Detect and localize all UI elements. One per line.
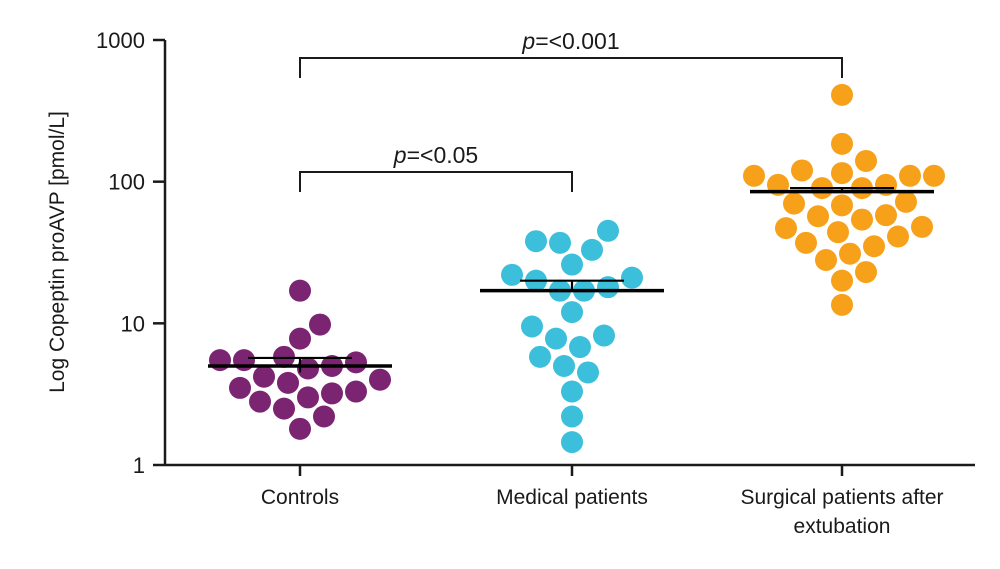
data-point: [289, 417, 311, 440]
data-point: [561, 253, 583, 276]
data-point: [831, 162, 853, 185]
data-point: [795, 231, 817, 254]
y-axis-title: Log Copeptin proAVP [pmol/L]: [46, 111, 69, 393]
data-point: [831, 194, 853, 217]
data-point: [851, 208, 873, 231]
x-category-label: Controls: [261, 486, 339, 509]
data-point: [553, 354, 575, 377]
data-point: [313, 405, 335, 428]
data-point: [273, 397, 295, 420]
data-point: [253, 365, 275, 388]
y-ticks: 1 10 100 1000: [96, 28, 165, 478]
data-point: [321, 382, 343, 405]
data-point: [743, 164, 765, 187]
x-category-label: Surgical patients after: [740, 486, 943, 509]
data-point: [561, 405, 583, 428]
p-value-text: =<0.001: [535, 28, 619, 54]
data-point: [545, 327, 567, 350]
data-point: [569, 336, 591, 359]
data-point: [297, 386, 319, 409]
p-value-label: p=<0.05: [393, 142, 478, 168]
data-point: [521, 315, 543, 338]
data-point: [831, 293, 853, 316]
data-point: [839, 242, 861, 265]
data-point: [831, 132, 853, 155]
significance-bracket: [299, 57, 843, 78]
y-tick-label: 1: [133, 453, 145, 478]
data-point: [831, 83, 853, 106]
data-point: [827, 221, 849, 244]
data-point: [597, 276, 619, 299]
data-point: [369, 368, 391, 391]
data-point: [815, 248, 837, 271]
p-value-text: =<0.05: [407, 142, 479, 168]
median-lines: [208, 187, 934, 373]
data-point: [831, 269, 853, 292]
data-point: [775, 217, 797, 240]
data-point: [233, 349, 255, 372]
data-point: [577, 361, 599, 384]
data-point: [277, 371, 299, 394]
data-point: [597, 219, 619, 242]
data-point: [501, 263, 523, 286]
data-point: [783, 192, 805, 215]
data-point: [525, 230, 547, 253]
data-point: [895, 190, 917, 213]
x-ticks: Controls Medical patients Surgical patient…: [261, 465, 944, 538]
data-point: [887, 225, 909, 248]
data-point: [289, 279, 311, 302]
x-category-label: extubation: [794, 515, 891, 538]
y-tick-label: 100: [108, 170, 145, 195]
data-point: [911, 215, 933, 238]
p-symbol: p: [393, 142, 407, 168]
data-point: [561, 301, 583, 324]
data-point: [923, 164, 945, 187]
data-point: [229, 376, 251, 399]
x-category-label: Medical patients: [496, 486, 648, 509]
significance-bracket: [299, 171, 573, 192]
y-tick-label: 10: [121, 311, 145, 336]
p-value-label: p=<0.001: [521, 28, 619, 54]
data-point: [209, 349, 231, 372]
data-point: [289, 327, 311, 350]
p-symbol: p: [521, 28, 535, 54]
data-point: [855, 261, 877, 284]
data-point: [345, 380, 367, 403]
data-point: [549, 231, 571, 254]
data-point: [875, 204, 897, 227]
data-point: [309, 313, 331, 336]
data-point: [899, 164, 921, 187]
data-points: [209, 83, 945, 454]
data-point: [581, 238, 603, 261]
y-tick-label: 1000: [96, 28, 145, 53]
data-point: [791, 159, 813, 182]
data-point: [863, 235, 885, 258]
data-point: [561, 380, 583, 403]
data-point: [621, 266, 643, 289]
data-point: [593, 324, 615, 347]
data-point: [529, 345, 551, 368]
data-point: [561, 431, 583, 454]
data-point: [807, 205, 829, 228]
data-point: [345, 351, 367, 374]
data-point: [249, 390, 271, 413]
data-point: [297, 357, 319, 380]
data-point: [855, 149, 877, 172]
